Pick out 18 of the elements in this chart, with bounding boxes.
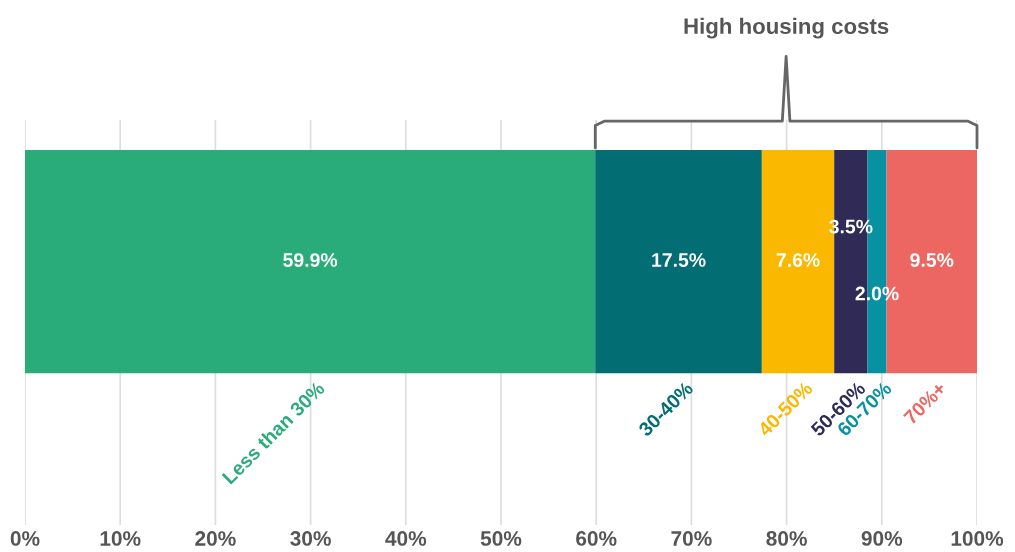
x-tick-label: 40% — [385, 531, 427, 546]
x-tick-label: 0% — [10, 531, 40, 546]
x-tick-label: 60% — [576, 531, 617, 546]
x-tick-label: 100% — [951, 531, 1004, 546]
x-tick-label: 90% — [861, 531, 903, 546]
x-tick-label: 30% — [290, 531, 331, 546]
text: High housing costs — [684, 17, 889, 39]
data-label: 7.6% — [776, 253, 820, 267]
data-label: 59.9% — [283, 253, 338, 267]
x-tick-label: 70% — [671, 531, 712, 546]
bar — [595, 150, 762, 374]
x-tick-label: 80% — [766, 531, 807, 546]
x-tick-label: 20% — [195, 531, 236, 546]
x-tick-label: 50% — [480, 531, 522, 546]
data-label: 9.5% — [910, 253, 954, 267]
data-label: 17.5% — [652, 253, 706, 267]
bar — [25, 150, 596, 374]
x-tick-label: 10% — [100, 531, 141, 546]
